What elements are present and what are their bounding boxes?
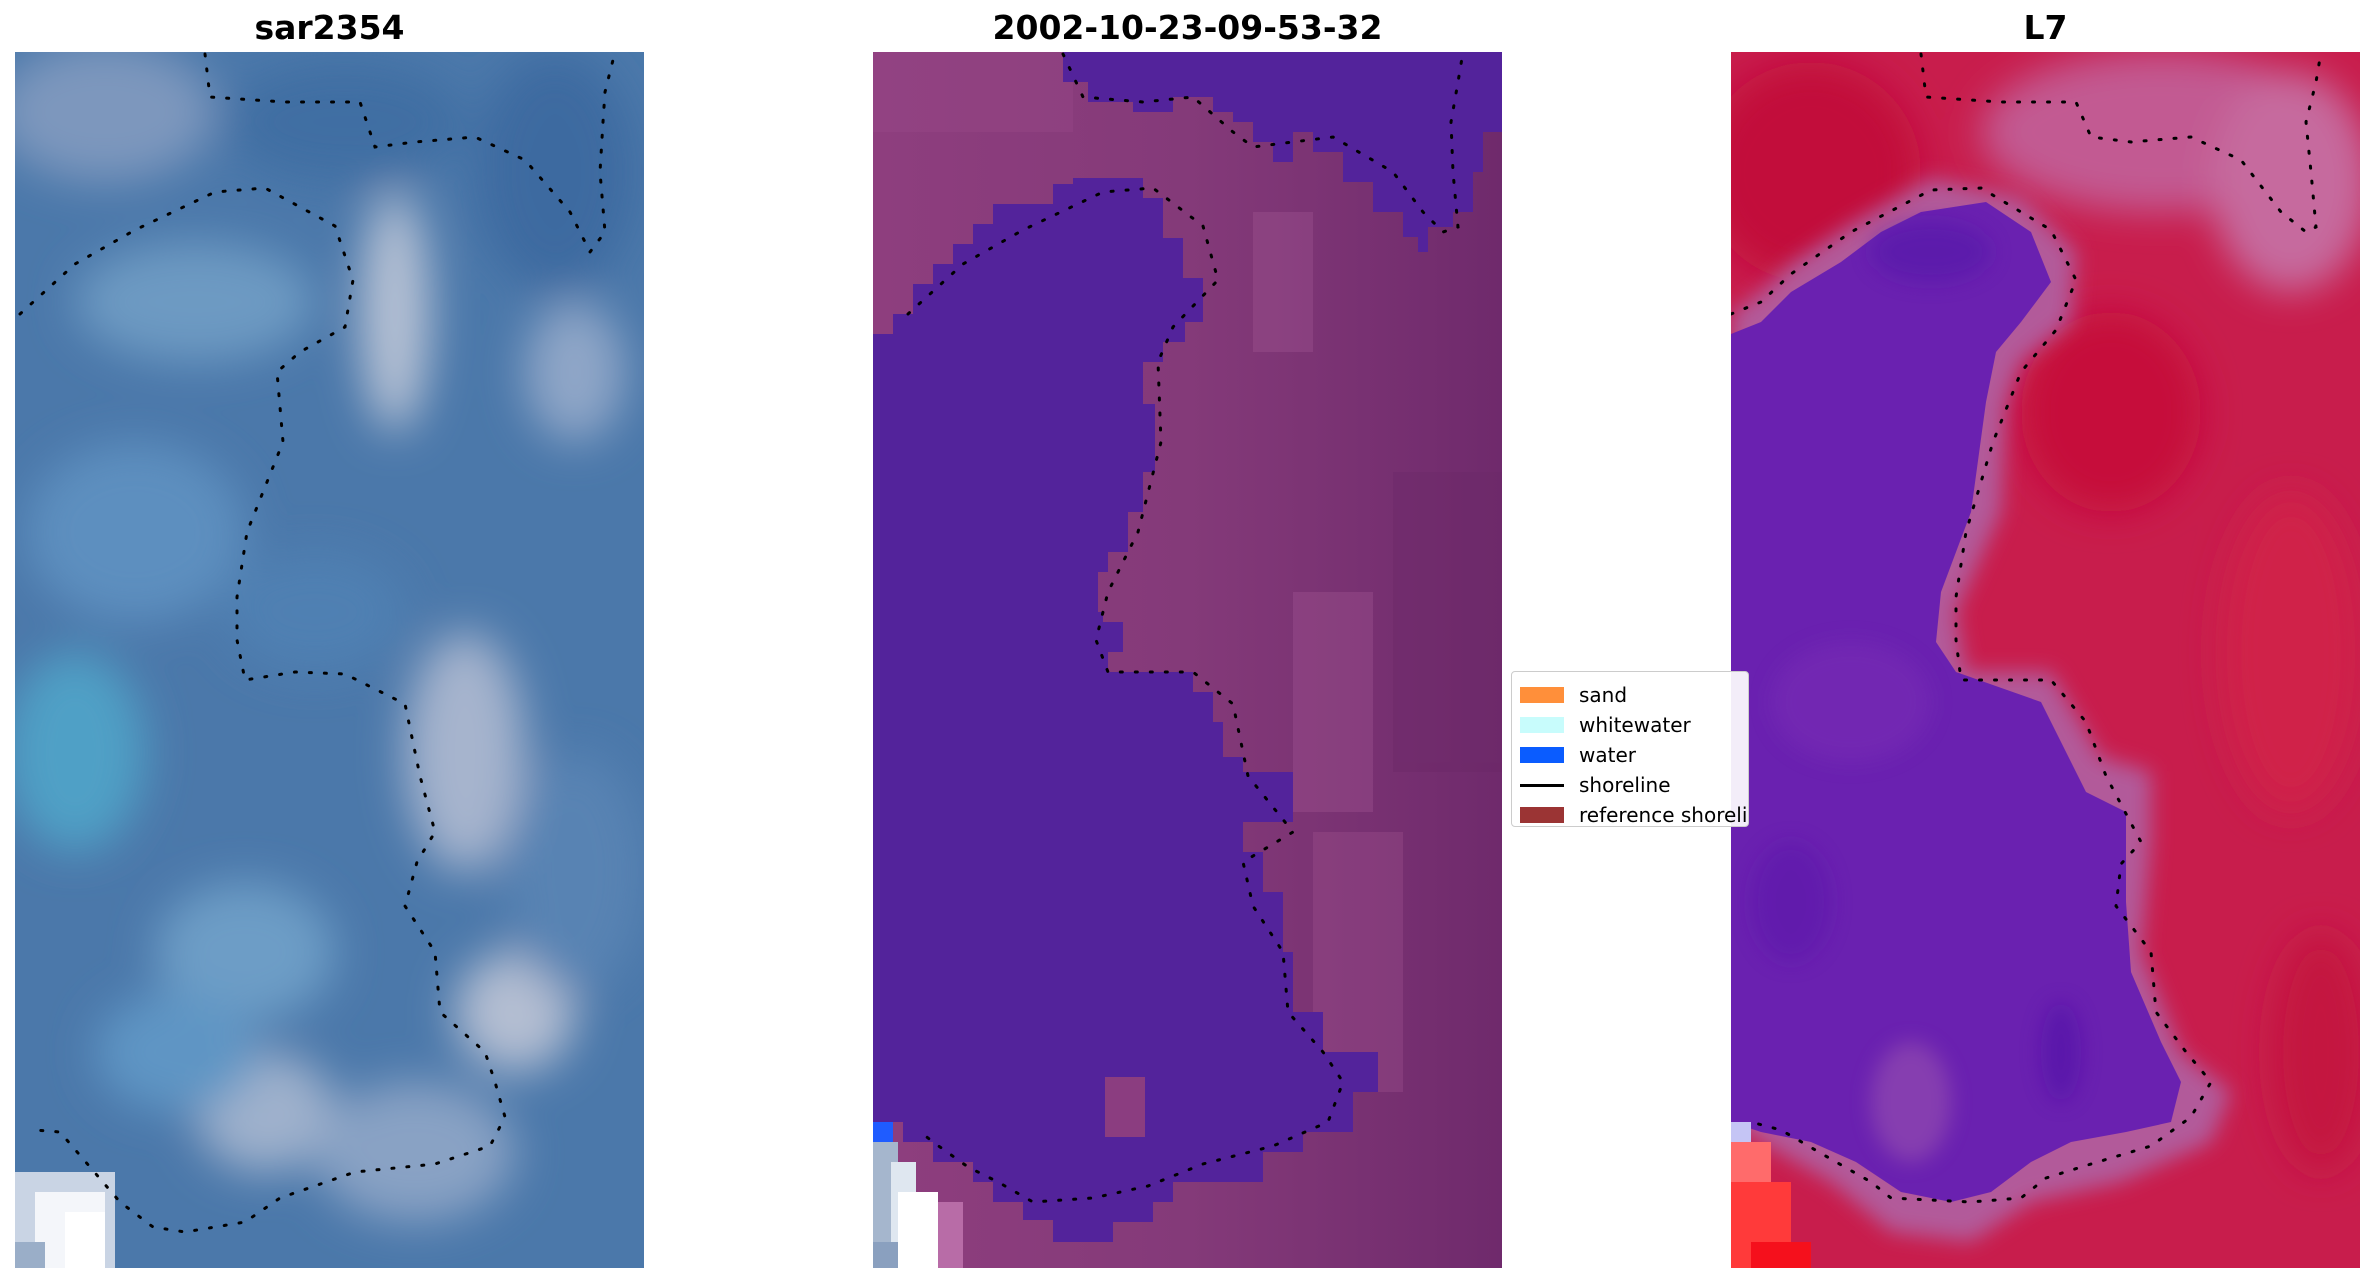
sand-swatch: [1520, 687, 1564, 703]
legend-item-whitewater: whitewater: [1520, 710, 1748, 740]
legend-label: whitewater: [1579, 713, 1691, 737]
l7-image-panel: [1731, 52, 2360, 1268]
land-texture: [873, 52, 1502, 1092]
reference-shoreline-l7-top: [1919, 52, 2323, 234]
reference-shoreline-sar-top: [203, 52, 617, 255]
sar-bright-corner: [15, 1172, 115, 1268]
classification-panel: [873, 52, 1502, 1268]
legend-label: shoreline: [1579, 773, 1671, 797]
legend-label: water: [1579, 743, 1636, 767]
panel-title-date: 2002-10-23-09-53-32: [992, 8, 1383, 47]
sar-texture: [15, 52, 644, 1222]
water-class-top: [1063, 52, 1502, 252]
legend-label: sand: [1579, 683, 1628, 707]
land-patch: [1105, 1077, 1145, 1137]
sar-image-panel: [15, 52, 644, 1268]
legend-item-shoreline: shoreline: [1520, 770, 1748, 800]
legend-label: reference shoreline: [1579, 803, 1748, 827]
panel-title-sar: sar2354: [254, 8, 405, 47]
legend: sand whitewater water shoreline referenc…: [1511, 671, 1749, 827]
legend-item-water: water: [1520, 740, 1748, 770]
l7-bright-corner: [1731, 1122, 1811, 1268]
shoreline-line-swatch: [1520, 783, 1564, 787]
water-class-main: [873, 178, 1378, 1242]
reference-shoreline-swatch: [1520, 807, 1564, 823]
legend-item-reference-shoreline: reference shoreline: [1520, 800, 1748, 827]
whitewater-swatch: [1520, 717, 1564, 733]
l7-water-main: [1731, 202, 2181, 1202]
l7-image: [1731, 52, 2360, 1268]
water-pixel: [873, 1122, 893, 1142]
water-swatch: [1520, 747, 1564, 763]
whitewater-corner: [873, 1142, 963, 1268]
panel-title-l7: L7: [2023, 8, 2068, 47]
sar-image: [15, 52, 644, 1268]
l7-water-texture: [1751, 222, 2081, 1162]
classification-image: [873, 52, 1502, 1268]
reference-shoreline-class: [906, 186, 1345, 1204]
legend-item-sand: sand: [1520, 680, 1748, 710]
